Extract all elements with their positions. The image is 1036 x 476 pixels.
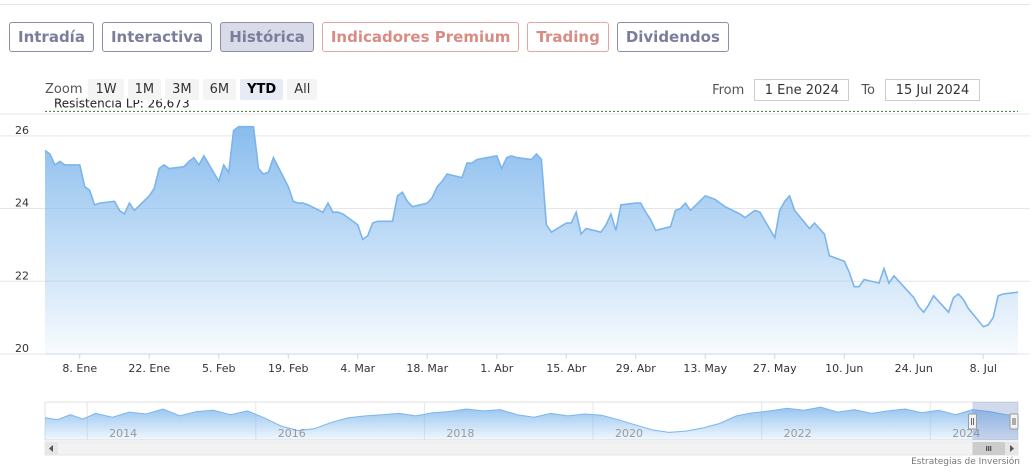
to-date-input[interactable]: [885, 79, 980, 101]
nav-year-label-0: 2014: [109, 427, 137, 440]
handle-body: [1009, 413, 1019, 430]
tab-dividendos[interactable]: Dividendos: [616, 22, 729, 52]
scrollbar-grip-icon: [986, 446, 992, 451]
y-tick-label-22: 22: [15, 269, 29, 282]
scroll-left-arrow-icon: [49, 445, 53, 452]
price-line: [44, 125, 1019, 328]
x-tick-label-1: 22. Ene: [128, 362, 170, 375]
x-axis-labels: 8. Ene 22. Ene 5. Feb 19. Feb 4. Mar 18. Mar 1…: [62, 354, 997, 375]
x-tick-label-4: 4. Mar: [340, 362, 375, 375]
zoom-all-button[interactable]: All: [287, 79, 318, 100]
scrollbar-track: [44, 441, 1019, 456]
x-tick-label-11: 10. Jun: [825, 362, 863, 375]
zoom-6m-button[interactable]: 6M: [202, 79, 237, 100]
nav-year-label-5: 2024: [952, 427, 980, 440]
tab-intradia[interactable]: Intradía: [9, 22, 94, 52]
x-tick-label-12: 24. Jun: [895, 362, 933, 375]
x-tick-label-8: 29. Abr: [616, 362, 656, 375]
x-tick-label-5: 18. Mar: [406, 362, 448, 375]
x-tick-label-2: 5. Feb: [202, 362, 235, 375]
to-label: To: [861, 82, 875, 98]
y-axis-labels: 20 22 24 26: [15, 124, 29, 355]
x-tick-label-10: 27. May: [753, 362, 797, 375]
zoom-ytd-button[interactable]: YTD: [240, 79, 284, 100]
price-area: [45, 126, 1018, 354]
navigator-line: [44, 406, 1019, 433]
nav-year-label-4: 2022: [784, 427, 812, 440]
scroll-right-arrow-icon: [1010, 445, 1014, 452]
y-tick-label-26: 26: [15, 124, 29, 137]
x-tick-label-0: 8. Ene: [62, 362, 97, 375]
x-tick-label-6: 1. Abr: [480, 362, 513, 375]
tab-trading[interactable]: Trading: [527, 22, 609, 52]
y-tick-label-20: 20: [15, 342, 29, 355]
from-date-input[interactable]: [754, 79, 850, 101]
nav-year-label-2: 2018: [446, 427, 474, 440]
zoom-1m-button[interactable]: 1M: [127, 79, 162, 100]
nav-year-label-1: 2016: [278, 427, 306, 440]
handle-body: [967, 413, 977, 430]
tab-historica[interactable]: Histórica: [220, 22, 314, 52]
navigator-area: [45, 407, 1018, 440]
navigator-handle-left[interactable]: [967, 413, 977, 430]
zoom-3m-button[interactable]: 3M: [165, 79, 199, 100]
tab-interactiva[interactable]: Interactiva: [101, 22, 213, 52]
tab-indicadores-premium[interactable]: Indicadores Premium: [321, 22, 520, 52]
x-tick-label-7: 15. Abr: [546, 362, 586, 375]
x-tick-label-13: 8. Jul: [970, 362, 997, 375]
navigator[interactable]: 2014 2016 2018 2020 2022 2024: [44, 401, 1019, 441]
from-label: From: [712, 82, 745, 98]
navigator-handle-right[interactable]: [1009, 413, 1019, 430]
x-tick-label-9: 13. May: [683, 362, 727, 375]
zoom-label: Zoom: [45, 82, 83, 97]
x-tick-label-3: 19. Feb: [268, 362, 308, 375]
navigator-year-labels: 2014 2016 2018 2020 2022 2024: [109, 427, 980, 440]
top-divider: [0, 4, 1030, 5]
date-range: From To: [712, 79, 980, 101]
zoom-controls: Zoom 1W 1M 3M 6M YTD All: [45, 79, 318, 100]
navigator-scrollbar[interactable]: [44, 441, 1019, 456]
nav-year-label-3: 2020: [615, 427, 643, 440]
chart-type-tabs: Intradía Interactiva Histórica Indicador…: [9, 22, 729, 52]
credit-text: Estrategias de Inversión: [911, 457, 1020, 467]
y-tick-label-24: 24: [15, 197, 29, 210]
zoom-1w-button[interactable]: 1W: [88, 79, 124, 100]
